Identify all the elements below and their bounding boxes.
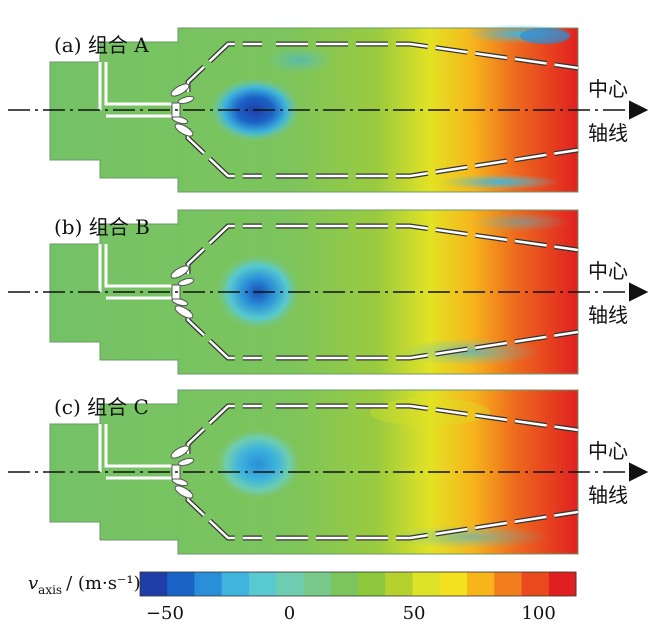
colorbar-tick-label: −50 bbox=[146, 603, 184, 624]
colorbar: vaxis / (m·s⁻¹) −50 0 50 100 bbox=[28, 571, 577, 624]
colorbar-ticks: −50 0 50 100 bbox=[146, 603, 556, 624]
colorbar-title: vaxis / (m·s⁻¹) bbox=[28, 573, 141, 597]
inlet-pipe bbox=[98, 62, 172, 118]
colorbar-var: v bbox=[28, 573, 38, 594]
combustor-domain bbox=[49, 209, 579, 375]
colorbar-tick-label: 0 bbox=[284, 603, 295, 624]
colorbar-cell bbox=[303, 572, 332, 596]
colorbar-cell bbox=[358, 572, 386, 596]
colorbar-cell bbox=[221, 572, 250, 596]
swirler-vanes bbox=[170, 265, 195, 319]
low-velocity-region bbox=[390, 525, 550, 549]
axis-label-line2: 轴线 bbox=[588, 121, 628, 145]
colorbar-cell bbox=[194, 572, 223, 596]
axis-label-line2: 轴线 bbox=[588, 303, 628, 327]
colorbar-unit: / (m·s⁻¹) bbox=[66, 573, 141, 594]
colorbar-cell bbox=[276, 572, 304, 596]
recirculation-zone bbox=[216, 429, 300, 499]
colorbar-cell bbox=[412, 572, 441, 596]
panel-a: (a) 组合 A 中心 轴线 bbox=[8, 24, 649, 193]
panel-c: (c) 组合 C 中心 轴线 bbox=[8, 389, 649, 555]
low-velocity-region bbox=[440, 174, 560, 190]
combustor-domain bbox=[49, 389, 579, 555]
axis-label-line1: 中心 bbox=[588, 439, 628, 463]
panel-label: (a) 组合 A bbox=[54, 33, 149, 57]
colorbar-cell bbox=[140, 572, 168, 596]
combustor-domain bbox=[49, 27, 579, 193]
low-velocity-region bbox=[520, 28, 570, 44]
axis-label-line1: 中心 bbox=[588, 77, 628, 101]
panel-label: (c) 组合 C bbox=[54, 395, 149, 419]
inlet-pipe bbox=[98, 424, 172, 480]
colorbar-cell bbox=[330, 572, 359, 596]
colorbar-tick-label: 100 bbox=[521, 603, 555, 624]
panel-label: (b) 组合 B bbox=[54, 215, 150, 239]
colorbar-cell bbox=[548, 572, 577, 596]
axis-label-line2: 轴线 bbox=[588, 483, 628, 507]
colorbar-cell bbox=[167, 572, 195, 596]
colorbar-cell bbox=[494, 572, 522, 596]
low-velocity-region bbox=[470, 212, 570, 232]
colorbar-border bbox=[139, 571, 577, 597]
colorbar-cell bbox=[521, 572, 550, 596]
colorbar-cell bbox=[385, 572, 413, 596]
panel-b: (b) 组合 B 中心 轴线 bbox=[8, 209, 649, 375]
inlet-pipe bbox=[98, 244, 172, 300]
colorbar-tick-label: 50 bbox=[403, 603, 426, 624]
low-velocity-region bbox=[265, 46, 335, 74]
colorbar-cells bbox=[139, 571, 577, 597]
colorbar-cell bbox=[439, 572, 468, 596]
high-velocity-region bbox=[370, 398, 490, 426]
colorbar-cell bbox=[249, 572, 277, 596]
colorbar-cell bbox=[467, 572, 495, 596]
colorbar-var-subscript: axis bbox=[38, 583, 62, 597]
axis-label-line1: 中心 bbox=[588, 259, 628, 283]
